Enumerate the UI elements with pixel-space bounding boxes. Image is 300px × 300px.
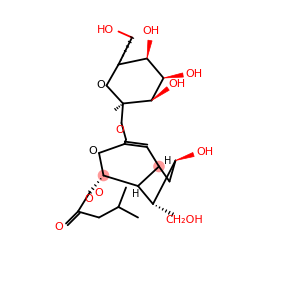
Polygon shape: [152, 87, 169, 100]
Text: CH₂OH: CH₂OH: [166, 214, 203, 225]
Circle shape: [154, 161, 164, 172]
Text: OH: OH: [196, 147, 214, 157]
Text: H: H: [132, 189, 139, 200]
Text: H: H: [164, 155, 171, 166]
Circle shape: [98, 170, 109, 181]
Text: HO: HO: [97, 25, 114, 35]
Text: O: O: [116, 124, 124, 135]
Text: O: O: [84, 194, 93, 204]
Polygon shape: [147, 40, 152, 58]
Polygon shape: [176, 152, 194, 160]
Polygon shape: [164, 73, 183, 78]
Text: OH: OH: [168, 79, 186, 89]
Text: O: O: [54, 221, 63, 232]
Text: OH: OH: [142, 26, 159, 37]
Text: O: O: [88, 146, 97, 157]
Text: O: O: [94, 188, 103, 199]
Text: O: O: [96, 80, 105, 91]
Text: OH: OH: [185, 69, 202, 80]
